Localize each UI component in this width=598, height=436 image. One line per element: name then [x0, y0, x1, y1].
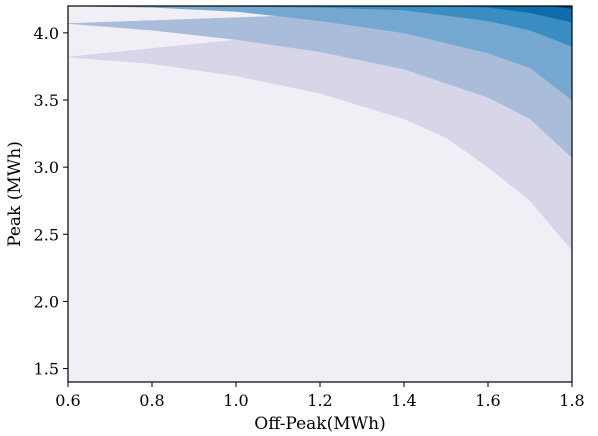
y-axis: 1.5 2.0 2.5 3.0 3.5 4.0	[34, 24, 68, 379]
x-axis-label: Off-Peak(MWh)	[254, 414, 385, 434]
plot-area	[67, 5, 573, 383]
y-tick-label: 3.5	[34, 91, 59, 110]
y-tick-label: 2.0	[34, 292, 59, 311]
x-tick-label: 1.0	[223, 391, 248, 410]
y-axis-label: Peak (MWh)	[5, 141, 25, 247]
x-tick-label: 1.4	[391, 391, 416, 410]
x-axis: 0.6 0.8 1.0 1.2 1.4 1.6 1.8	[55, 382, 585, 410]
y-tick-label: 2.5	[34, 225, 59, 244]
x-tick-label: 1.8	[559, 391, 584, 410]
y-tick-label: 1.5	[34, 360, 59, 379]
y-tick-label: 4.0	[34, 24, 59, 43]
x-tick-label: 0.6	[55, 391, 80, 410]
x-tick-label: 1.6	[475, 391, 500, 410]
y-tick-label: 3.0	[34, 158, 59, 177]
x-tick-label: 1.2	[307, 391, 332, 410]
x-tick-label: 0.8	[139, 391, 164, 410]
